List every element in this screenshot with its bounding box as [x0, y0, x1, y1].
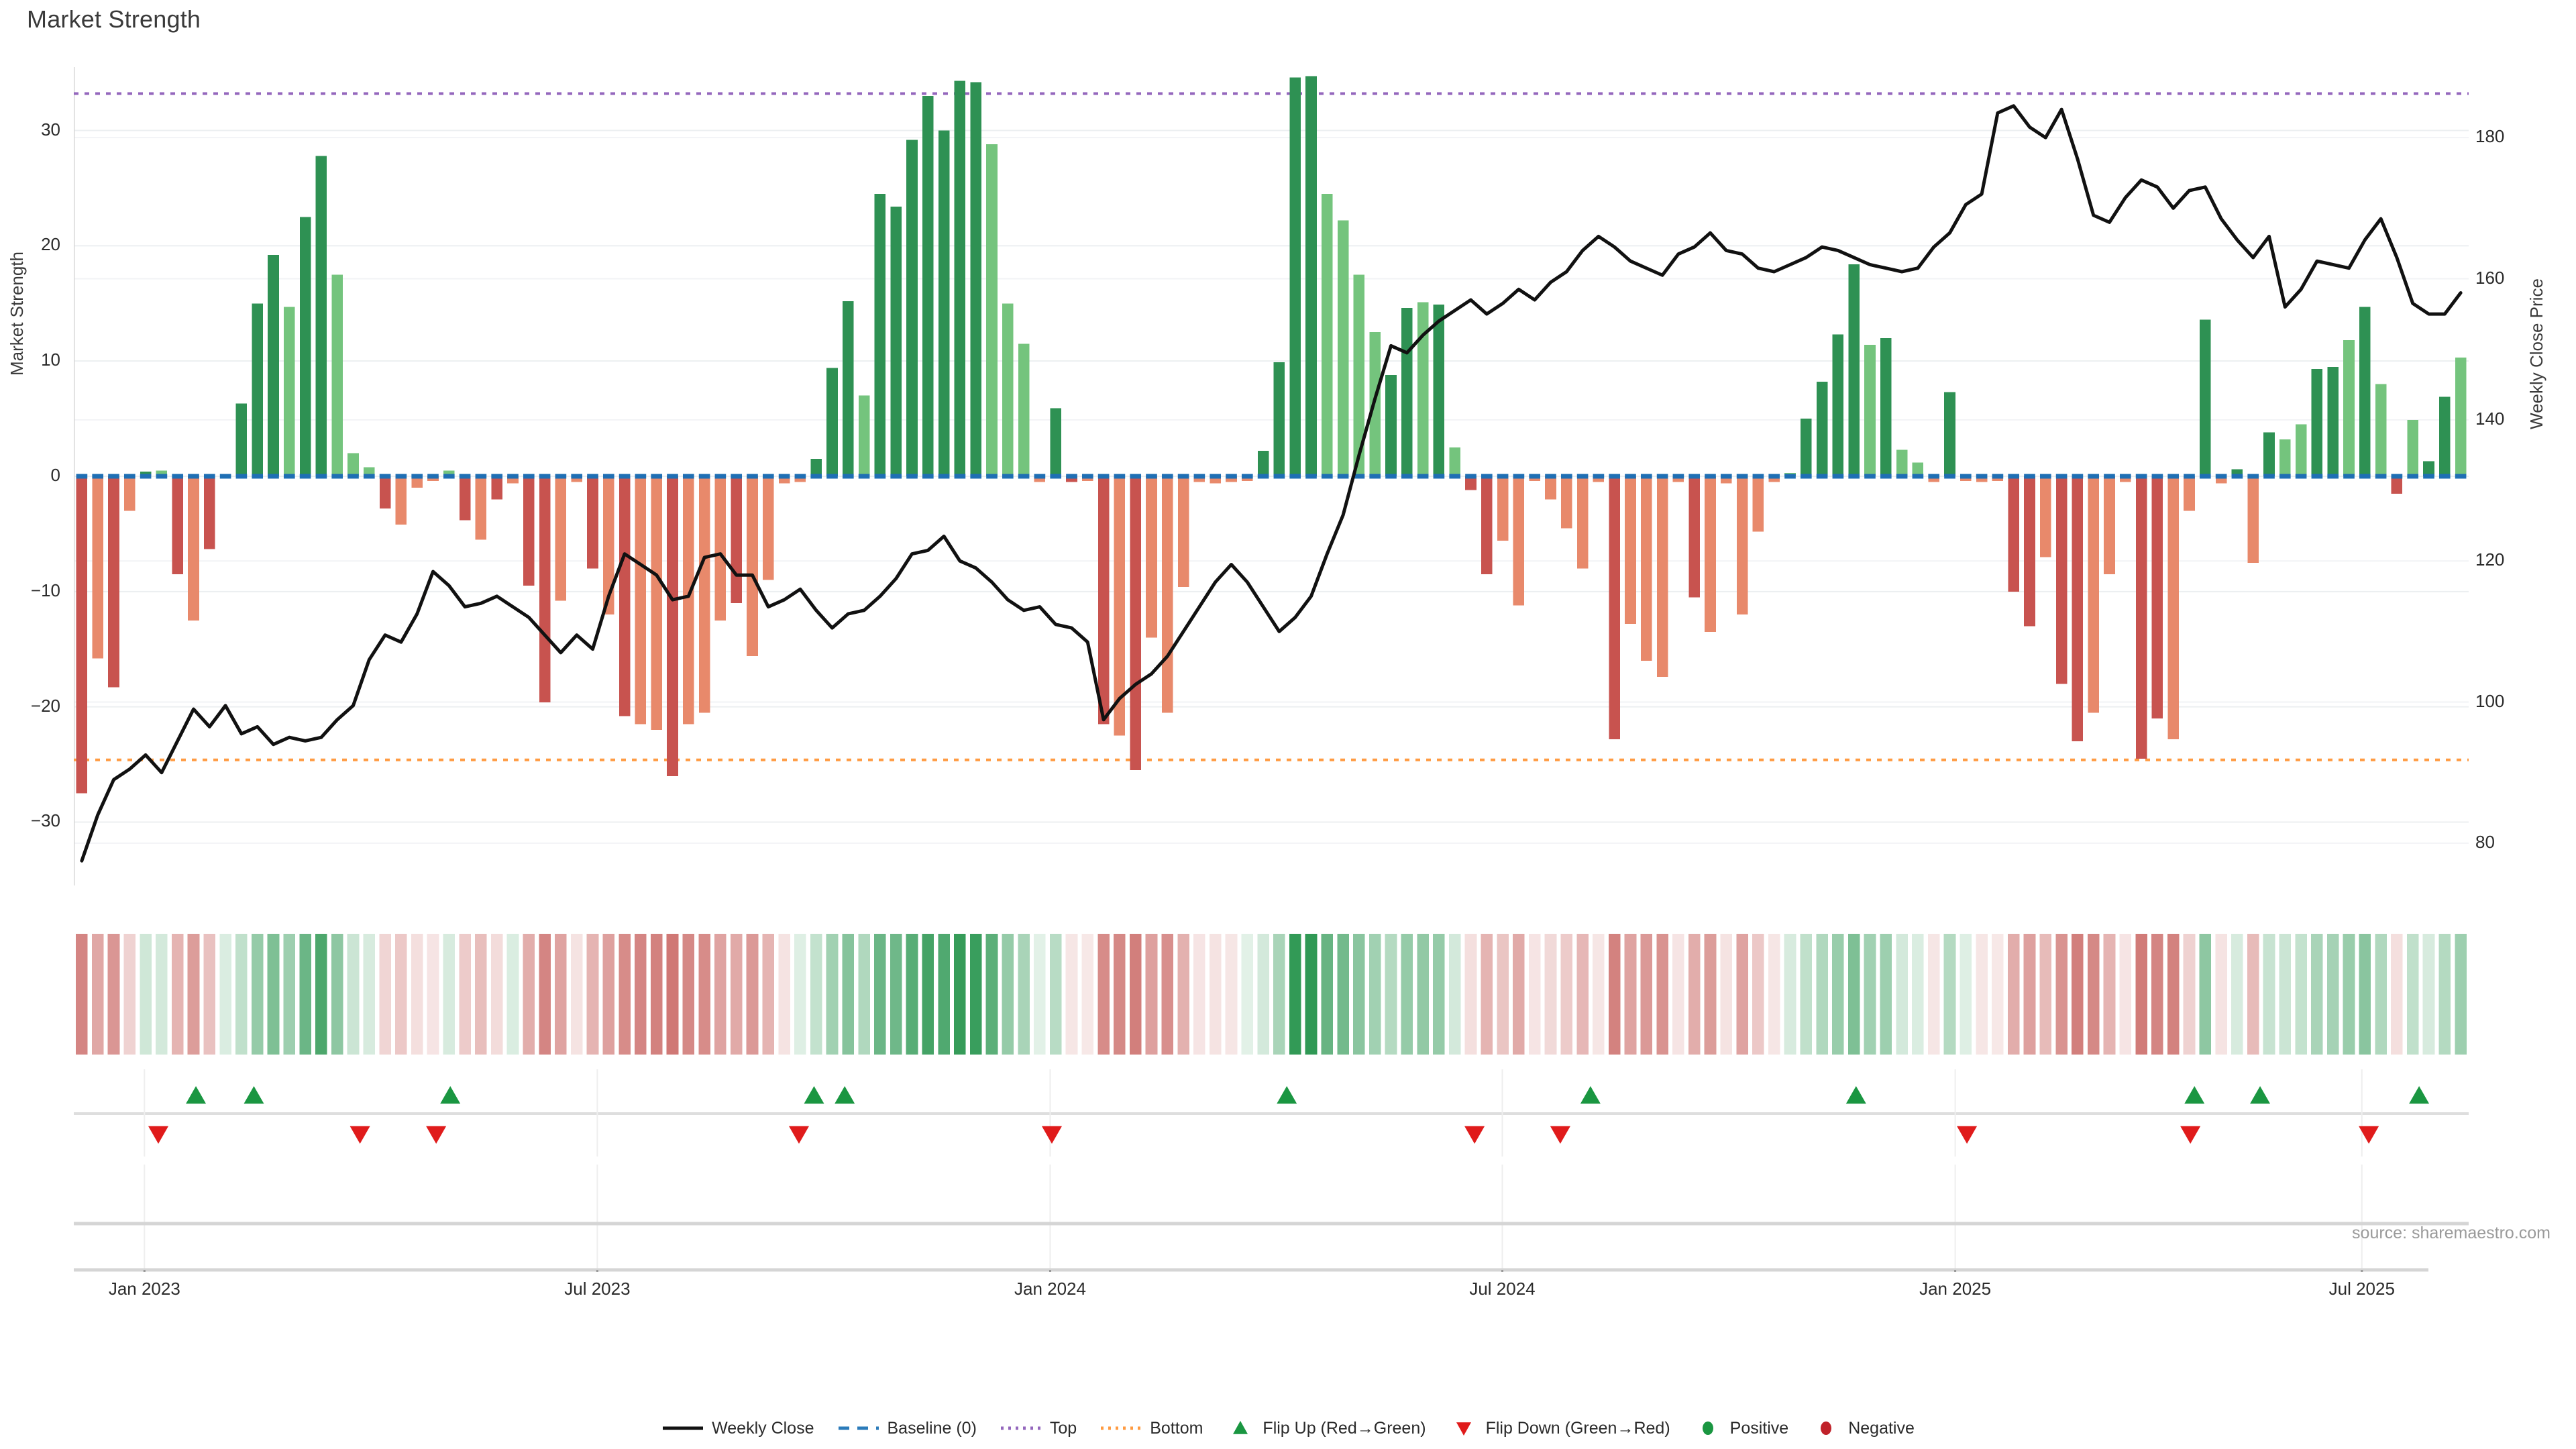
legend-item-bottom[interactable]: Bottom [1099, 1419, 1203, 1438]
legend-label: Flip Up (Red→Green) [1263, 1418, 1426, 1438]
legend-label: Top [1049, 1418, 1077, 1438]
right-axis-tick: 80 [2475, 831, 2495, 852]
right-axis-tick: 160 [2475, 267, 2505, 288]
flip-markers-svg [74, 1069, 2469, 1157]
legend-label: Bottom [1150, 1418, 1203, 1438]
chart-legend: Weekly Close Baseline (0) Top Bottom Flip Up… [0, 1409, 2576, 1448]
left-axis-tick: −20 [30, 695, 60, 716]
x-axis-tick: Jul 2025 [2328, 1279, 2395, 1299]
legend-item-positive[interactable]: Positive [1693, 1418, 1789, 1438]
page-title: Market Strength [27, 5, 201, 33]
legend-label: Positive [1729, 1418, 1789, 1438]
bottom-icon [1101, 1426, 1142, 1430]
flip-up-icon [1233, 1421, 1248, 1434]
right-axis-label: Weekly Close Price [2526, 278, 2546, 429]
x-axis-tick: Jan 2025 [1919, 1279, 1992, 1299]
weekly-close-icon [663, 1426, 704, 1430]
legend-label: Weekly Close [712, 1418, 814, 1438]
left-axis-tick: −10 [30, 580, 60, 600]
right-axis-tick: 140 [2475, 408, 2505, 429]
strength-heatmap-svg [76, 934, 2467, 1055]
right-axis-tick: 180 [2475, 126, 2505, 147]
strength-heatmap-strip [74, 934, 2469, 1055]
right-axis-tick: 100 [2475, 690, 2505, 711]
legend-item-top[interactable]: Top [1000, 1419, 1077, 1438]
left-axis-tick: 30 [41, 119, 60, 140]
legend-item-flip-down[interactable]: Flip Down (Green→Red) [1449, 1419, 1670, 1438]
flip-down-icon [1456, 1422, 1471, 1436]
left-axis-tick: 20 [41, 234, 60, 255]
legend-item-baseline[interactable]: Baseline (0) [837, 1419, 977, 1438]
positive-icon [1702, 1421, 1713, 1435]
right-axis-tick: 120 [2475, 549, 2505, 570]
legend-item-flip-up[interactable]: Flip Up (Red→Green) [1226, 1419, 1426, 1438]
main-chart-panel [74, 67, 2469, 885]
left-axis-tick: 0 [50, 465, 60, 485]
source-caption: source: sharemaestro.com [2352, 1224, 2551, 1242]
top-icon [1000, 1426, 1041, 1430]
x-axis-tick: Jan 2024 [1014, 1279, 1086, 1299]
x-axis-tick: Jan 2023 [108, 1279, 180, 1299]
baseline-icon [838, 1426, 879, 1430]
bottom-axis-svg [74, 1165, 2469, 1272]
legend-item-negative[interactable]: Negative [1811, 1419, 1915, 1438]
bottom-axis-panel [74, 1165, 2469, 1272]
legend-label: Negative [1848, 1418, 1915, 1438]
main-chart-svg [74, 67, 2469, 885]
x-axis-tick: Jul 2024 [1469, 1279, 1536, 1299]
legend-label: Baseline (0) [887, 1418, 977, 1438]
left-axis-tick: −30 [30, 810, 60, 831]
negative-icon [1821, 1421, 1832, 1435]
left-axis-tick: 10 [41, 350, 60, 370]
x-axis-tick: Jul 2023 [564, 1279, 631, 1299]
legend-item-weekly-close[interactable]: Weekly Close [661, 1419, 814, 1438]
legend-label: Flip Down (Green→Red) [1485, 1418, 1670, 1438]
flip-markers-panel [74, 1069, 2469, 1157]
